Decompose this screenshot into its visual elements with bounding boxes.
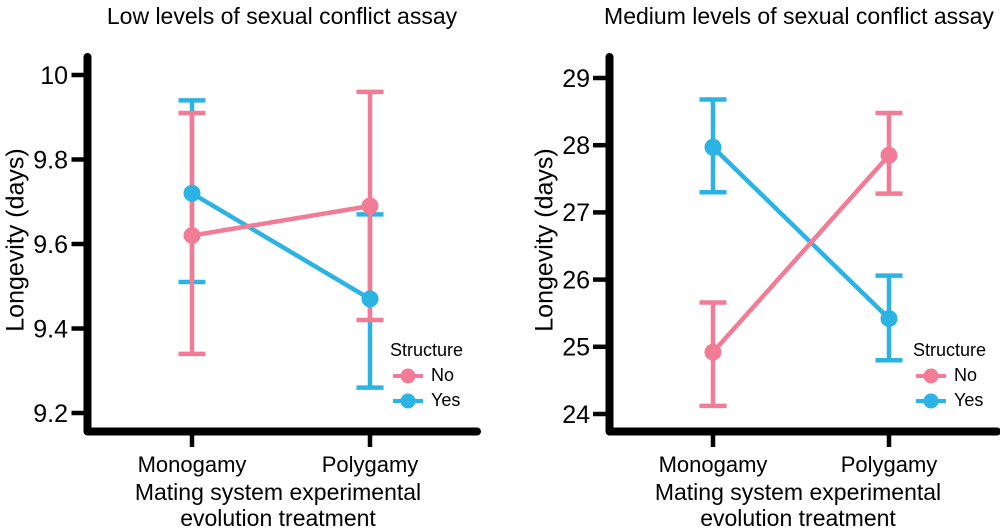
point-no-polygamy bbox=[880, 146, 898, 164]
panel-low-conflict: Low levels of sexual conflict assay Long… bbox=[2, 3, 481, 529]
y-tick-label: 25 bbox=[562, 334, 590, 362]
y-tick-label: 9.4 bbox=[33, 315, 68, 343]
y-tick-label: 9.2 bbox=[33, 400, 68, 428]
legend-items: No Yes bbox=[390, 363, 463, 413]
point-yes-polygamy bbox=[361, 290, 379, 308]
x-tick-label-polygamy: Polygamy bbox=[322, 452, 419, 477]
trend-line-yes bbox=[711, 145, 891, 321]
x-axis-label: Mating system experimental evolution tre… bbox=[134, 479, 422, 529]
y-tick-label: 27 bbox=[562, 199, 590, 227]
point-no-polygamy bbox=[361, 197, 379, 215]
y-tick-label: 24 bbox=[562, 401, 590, 429]
y-tick-label: 26 bbox=[562, 266, 590, 294]
legend-item-no: No bbox=[390, 363, 463, 388]
legend-items: No Yes bbox=[913, 363, 986, 413]
legend-key-yes-icon bbox=[393, 393, 423, 408]
plot-area-medium: 29 28 27 26 25 24 Monogamy Polygamy bbox=[562, 53, 1000, 477]
legend-title: Structure bbox=[913, 340, 987, 360]
panel-title-medium: Medium levels of sexual conflict assay bbox=[604, 3, 994, 29]
trend-line-no bbox=[711, 153, 891, 354]
point-yes-monogamy bbox=[183, 184, 201, 202]
x-tick-label-polygamy: Polygamy bbox=[841, 452, 938, 477]
panel-title-low: Low levels of sexual conflict assay bbox=[106, 3, 458, 29]
x-tick-label-monogamy: Monogamy bbox=[659, 452, 768, 477]
y-tick-label: 28 bbox=[562, 132, 590, 160]
legend-item-label: Yes bbox=[954, 390, 984, 410]
point-no-monogamy bbox=[704, 343, 722, 361]
point-yes-polygamy bbox=[880, 310, 898, 328]
legend: Structure No Yes bbox=[913, 340, 986, 413]
axis-lines bbox=[605, 53, 1000, 436]
point-yes-monogamy bbox=[704, 138, 722, 156]
y-tick-label: 9.6 bbox=[33, 231, 68, 259]
legend-item-label: No bbox=[431, 365, 455, 385]
y-tick-label: 10 bbox=[40, 62, 68, 90]
point-no-monogamy bbox=[183, 227, 201, 245]
legend-item-no: No bbox=[913, 363, 986, 388]
plot-area-low: 10 9.8 9.6 9.4 9.2 Monogamy Polygamy bbox=[33, 53, 481, 477]
legend: Structure No Yes bbox=[390, 340, 463, 413]
legend-item-yes: Yes bbox=[913, 388, 986, 413]
y-tick-label: 29 bbox=[562, 65, 590, 93]
legend-key-no-icon bbox=[916, 368, 946, 383]
panel-medium-conflict: Medium levels of sexual conflict assay L… bbox=[500, 0, 1000, 529]
legend-key-no-icon bbox=[393, 368, 423, 383]
axis-lines bbox=[83, 53, 481, 436]
legend-item-yes: Yes bbox=[390, 388, 463, 413]
trend-line-no bbox=[191, 203, 371, 238]
x-tick-label-monogamy: Monogamy bbox=[138, 452, 247, 477]
legend-item-label: Yes bbox=[431, 390, 461, 410]
legend-item-label: No bbox=[954, 365, 978, 385]
x-axis-label: Mating system experimental evolution tre… bbox=[654, 479, 942, 529]
legend-title: Structure bbox=[390, 340, 464, 360]
y-tick-label: 9.8 bbox=[33, 146, 68, 174]
trend-line-yes bbox=[190, 191, 372, 301]
legend-key-yes-icon bbox=[916, 393, 946, 408]
